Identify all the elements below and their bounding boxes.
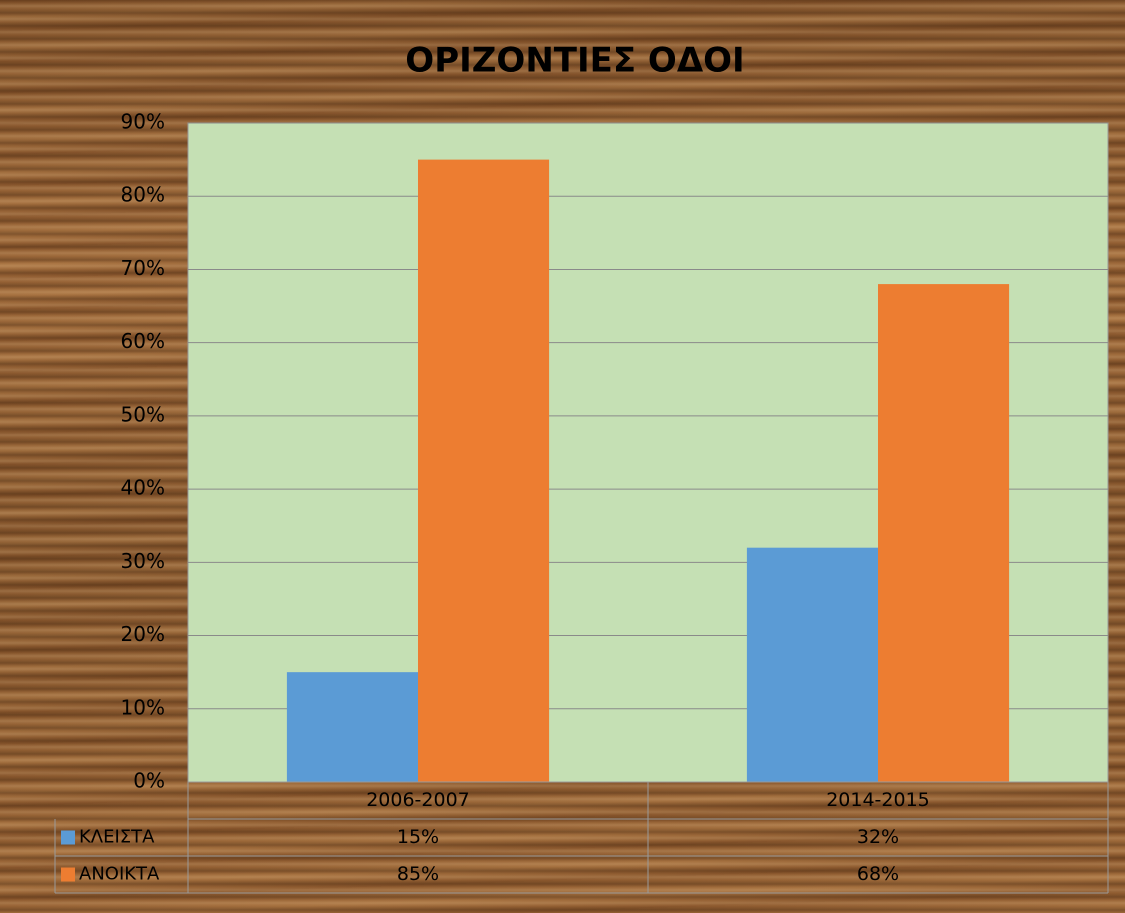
y-tick-label: 20%	[121, 622, 165, 646]
table-value: 85%	[397, 863, 439, 885]
y-tick-label: 80%	[121, 183, 165, 207]
y-tick-label: 70%	[121, 256, 165, 280]
legend-label: ΑΝΟΙΚΤΑ	[79, 864, 160, 885]
x-tick-label: 2006-2007	[366, 789, 470, 811]
bar	[418, 159, 550, 783]
table-value: 32%	[857, 826, 899, 848]
table-value: 15%	[397, 826, 439, 848]
y-tick-label: 0%	[133, 769, 165, 793]
y-tick-label: 90%	[121, 110, 165, 134]
y-tick-label: 40%	[121, 476, 165, 500]
x-tick-label: 2014-2015	[826, 789, 930, 811]
legend-key	[61, 867, 75, 882]
table-value: 68%	[857, 863, 899, 885]
y-tick-label: 30%	[121, 549, 165, 573]
bar	[286, 672, 418, 782]
bar	[878, 284, 1010, 782]
y-tick-label: 60%	[121, 329, 165, 353]
bar	[746, 547, 878, 782]
legend-key	[61, 830, 75, 845]
y-tick-label: 50%	[121, 402, 165, 426]
y-tick-label: 10%	[121, 695, 165, 719]
legend-label: ΚΛΕΙΣΤΑ	[79, 827, 155, 848]
chart-title: ΟΡΙΖΟΝΤΙΕΣ ΟΔΟΙ	[405, 41, 744, 81]
